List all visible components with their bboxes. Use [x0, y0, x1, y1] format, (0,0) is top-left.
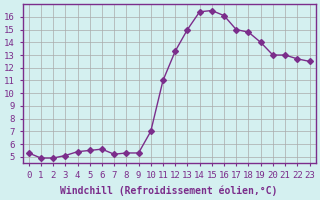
- X-axis label: Windchill (Refroidissement éolien,°C): Windchill (Refroidissement éolien,°C): [60, 185, 278, 196]
